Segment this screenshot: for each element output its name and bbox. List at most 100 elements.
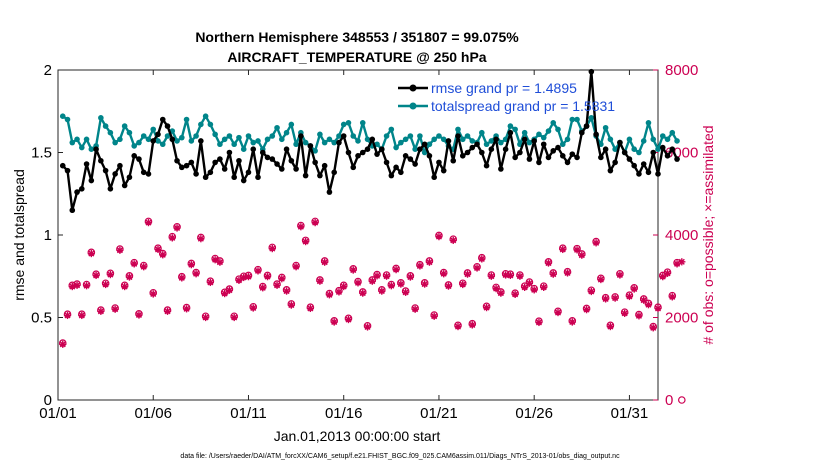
obs-assimilated-point [111, 305, 119, 313]
obs-assimilated-point [197, 235, 205, 243]
obs-assimilated-point [506, 271, 514, 280]
rmse-point [331, 169, 337, 176]
obs-assimilated-point [182, 305, 191, 313]
rmse-point [59, 162, 66, 169]
rmse-point [464, 149, 471, 156]
plot-area [57, 69, 659, 401]
obs-assimilated-point [192, 270, 200, 278]
rmse-point [579, 129, 585, 136]
obs-assimilated-point [82, 282, 91, 290]
x-tick-label: 01/21 [420, 405, 458, 422]
obs-assimilated-point [649, 324, 657, 332]
obs-assimilated-point [278, 275, 286, 283]
obs-assimilated-point [521, 283, 529, 291]
rmse-point [379, 146, 385, 152]
totalspread-point [479, 129, 485, 136]
rmse-point [93, 146, 99, 152]
rmse-point [655, 171, 661, 177]
totalspread-point [469, 138, 476, 144]
rmse-point [212, 159, 218, 166]
totalspread-point [174, 138, 180, 144]
obs-assimilated-point [516, 272, 524, 280]
obs-assimilated-point [373, 272, 381, 280]
totalspread-point [655, 146, 661, 152]
obs-assimilated-point [554, 308, 562, 317]
rmse-point [269, 156, 276, 162]
obs-assimilated-point [582, 306, 591, 314]
totalspread-point [555, 126, 561, 133]
obs-assimilated-point [240, 273, 248, 282]
rmse-point [631, 162, 637, 169]
rmse-point [164, 123, 171, 129]
obs-assimilated-point [335, 288, 343, 296]
totalspread-point [102, 123, 109, 129]
obs-assimilated-point [316, 277, 324, 285]
rmse-point [345, 149, 352, 156]
obs-assimilated-point [425, 258, 434, 266]
obs-assimilated-point [206, 278, 214, 287]
obs-assimilated-point [444, 282, 453, 290]
obs-assimilated-point [202, 313, 210, 322]
obs-assimilated-point [592, 239, 600, 247]
rmse-point [450, 157, 457, 164]
totalspread-point [536, 131, 542, 138]
obs-assimilated-point [163, 307, 172, 315]
obs-assimilated-point [130, 260, 138, 268]
x-tick-label: 01/16 [325, 405, 363, 422]
obs-assimilated-point [411, 305, 419, 313]
totalspread-point [483, 141, 490, 148]
rmse-point [507, 129, 514, 136]
rmse-point [312, 159, 318, 166]
rmse-point [231, 174, 237, 181]
totalspread-point [98, 115, 104, 121]
obs-assimilated-point [273, 281, 281, 289]
rmse-point [207, 169, 214, 176]
obs-assimilated-point [268, 245, 276, 253]
obs-assimilated-point [382, 272, 391, 280]
rmse-point [102, 167, 109, 174]
totalspread-point [117, 136, 123, 143]
totalspread-point [631, 146, 637, 152]
rmse-point [140, 169, 147, 176]
obs-assimilated-point [563, 269, 572, 277]
obs-assimilated-point [602, 295, 610, 303]
totalspread-point [512, 126, 518, 133]
totalspread-point [574, 116, 580, 123]
rmse-point [559, 153, 566, 159]
totalspread-point [217, 141, 223, 148]
totalspread-point [255, 138, 261, 144]
rmse-point [150, 138, 157, 144]
rmse-point [321, 162, 328, 169]
totalspread-point [321, 139, 328, 146]
obs-assimilated-point [154, 245, 162, 254]
rmse-point [355, 153, 361, 159]
series-layer [59, 68, 680, 214]
obs-assimilated-point [459, 280, 467, 289]
rmse-point [545, 154, 552, 161]
obs-assimilated-point [259, 284, 267, 292]
obs-assimilated-point [102, 280, 110, 289]
totalspread-point [288, 121, 295, 128]
rmse-point [64, 167, 71, 174]
rmse-point [517, 149, 523, 156]
rmse-point [350, 164, 357, 171]
totalspread-point [317, 131, 323, 138]
obs-assimilated-point [535, 318, 543, 327]
obs-assimilated-point [406, 273, 414, 281]
rmse-point [645, 169, 652, 176]
obs-assimilated-point [344, 315, 353, 324]
chart-subtitle: AIRCRAFT_TEMPERATURE @ 250 hPa [227, 49, 486, 65]
y2-tick-label: 2000 [665, 310, 698, 327]
rmse-point [221, 166, 228, 172]
totalspread-point [417, 133, 423, 139]
rmse-point [236, 157, 242, 164]
obs-assimilated-point [559, 245, 567, 254]
obs-assimilated-point [540, 283, 548, 291]
obs-assimilated-point [678, 258, 686, 266]
rmse-point [398, 169, 404, 176]
rmse-point [131, 153, 137, 159]
totalspread-point [279, 136, 285, 143]
totalspread-point [155, 138, 161, 144]
obs-assimilated-point [311, 219, 319, 227]
totalspread-point [193, 133, 199, 139]
